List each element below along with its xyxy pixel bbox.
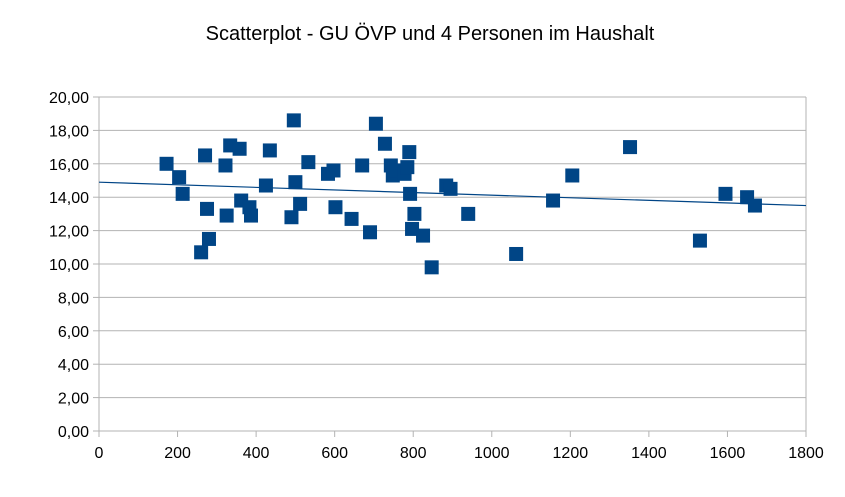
data-point-2 [175,186,190,201]
y-tick-label-0: 0,00 [58,424,89,441]
data-point-33 [400,160,415,175]
data-point-24 [344,211,359,226]
data-point-16 [284,210,299,225]
data-point-50 [747,198,762,213]
x-tick-label-6: 1200 [553,445,589,462]
data-point-47 [692,233,707,248]
x-tick-label-4: 800 [400,445,427,462]
y-tick-label-1: 2,00 [58,391,89,408]
y-tick-labels: 0,00 2,00 4,00 6,00 8,00 10,00 12,00 14,00 16,00… [49,90,89,441]
data-point-0 [159,156,174,171]
data-point-43 [509,246,524,261]
data-points [159,113,762,275]
data-point-38 [416,228,431,243]
x-tick-label-3: 600 [321,445,348,462]
data-point-41 [443,181,458,196]
chart-title: Scatterplot - GU ÖVP und 4 Personen im H… [206,23,655,45]
grid-lines [99,96,806,399]
data-point-4 [198,148,213,163]
x-tick-label-5: 1000 [474,445,510,462]
y-tick-label-2: 4,00 [58,357,89,374]
data-point-8 [219,208,234,223]
data-point-14 [258,178,273,193]
data-point-5 [200,201,215,216]
data-point-28 [377,136,392,151]
data-point-6 [201,231,216,246]
data-point-17 [286,113,301,128]
data-point-18 [288,175,303,190]
x-tick-label-2: 400 [243,445,270,462]
data-point-34 [402,145,417,160]
data-point-22 [326,163,341,178]
data-point-37 [407,206,422,221]
data-point-36 [405,221,420,236]
data-point-48 [718,186,733,201]
data-point-42 [461,206,476,221]
axes [93,96,807,437]
y-tick-label-10: 20,00 [49,90,89,107]
y-tick-label-4: 8,00 [58,290,89,307]
data-point-35 [403,186,418,201]
y-tick-label-5: 10,00 [49,257,89,274]
data-point-27 [368,116,383,131]
data-point-26 [363,225,378,240]
y-tick-label-9: 18,00 [49,123,89,140]
y-tick-label-7: 14,00 [49,190,89,207]
data-point-1 [172,170,187,185]
x-tick-label-0: 0 [95,445,104,462]
x-tick-label-8: 1600 [710,445,746,462]
data-point-3 [194,245,209,260]
data-point-19 [293,196,308,211]
data-point-20 [301,155,316,170]
x-tick-label-1: 200 [164,445,191,462]
data-point-7 [218,158,233,173]
data-point-45 [565,168,580,183]
data-point-39 [424,260,439,275]
y-tick-label-3: 6,00 [58,324,89,341]
data-point-13 [244,208,259,223]
x-tick-label-9: 1800 [788,445,824,462]
y-tick-label-8: 16,00 [49,157,89,174]
data-point-46 [623,140,638,155]
data-point-25 [355,158,370,173]
data-point-23 [328,200,343,215]
x-tick-labels: 0 200 400 600 800 1000 1200 1400 1600 1800 [95,445,824,462]
y-tick-label-6: 12,00 [49,224,89,241]
data-point-15 [262,143,277,158]
x-tick-label-7: 1400 [631,445,667,462]
data-point-44 [546,193,561,208]
data-point-10 [232,141,247,156]
